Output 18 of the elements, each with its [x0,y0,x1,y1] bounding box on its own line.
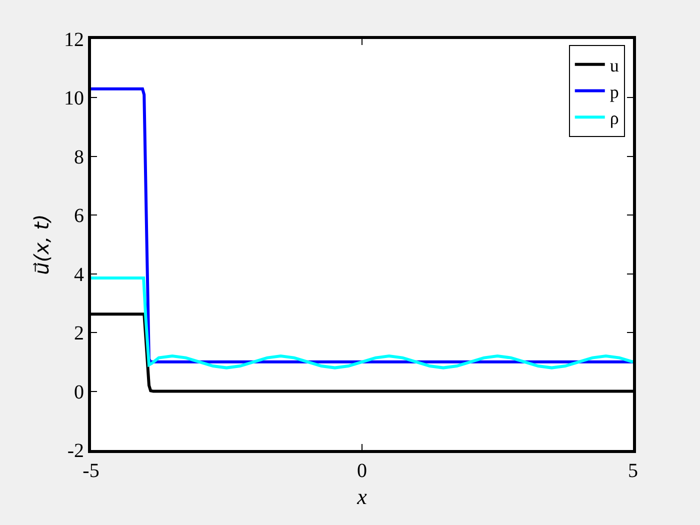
x-tick-label: 0 [357,460,367,482]
legend-label: p [610,82,619,102]
y-tick-label: 10 [64,88,84,110]
legend-label: ρ [610,108,619,128]
y-tick-label: 6 [74,205,84,228]
x-tick-label: -5 [82,460,100,482]
y-tick-label: 4 [74,264,84,286]
line-series [91,312,633,393]
y-tick-label: 8 [74,146,84,168]
y-tick-label: 0 [74,381,84,404]
y-tick-label: 2 [74,322,84,345]
y-tick-label: -2 [67,440,84,462]
x-axis-title: x [356,484,368,509]
line-series [91,276,633,370]
y-tick-label: 12 [64,29,84,51]
x-tick-label: 5 [628,460,638,482]
legend-label: u [610,55,619,76]
y-axis-title: u⃗(x, t) [30,214,54,275]
